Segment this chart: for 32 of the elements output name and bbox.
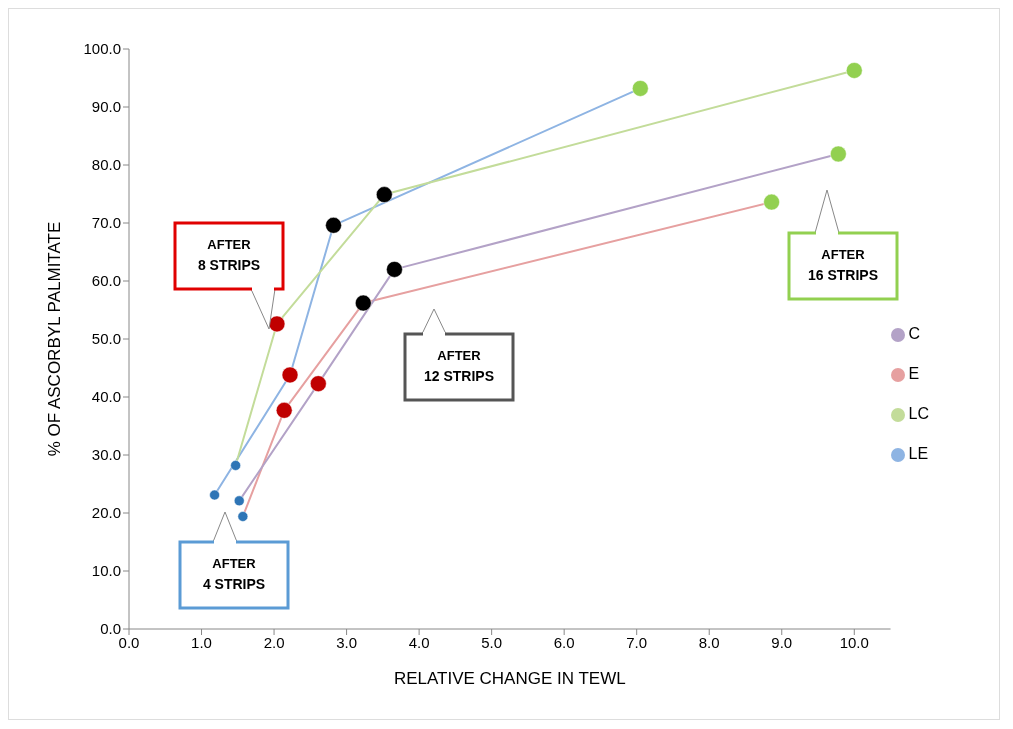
y-tick-label: 80.0 [91, 156, 121, 174]
x-tick-label: 9.0 [771, 633, 793, 651]
y-tick-label: 20.0 [91, 504, 121, 522]
x-tick-label: 2.0 [263, 633, 285, 651]
y-tick-label: 70.0 [91, 214, 121, 232]
y-tick-label: 30.0 [91, 446, 121, 464]
x-tick-label: 1.0 [191, 633, 212, 651]
annotation: AFTER 4 STRIPS [202, 556, 266, 592]
x-tick-label: 3.0 [336, 633, 358, 651]
x-tick-label: 7.0 [626, 633, 648, 651]
y-tick-label: 50.0 [91, 330, 121, 348]
legend-label: LC [908, 405, 929, 422]
x-tick-label: 8.0 [698, 633, 720, 651]
y-axis-title: % OF ASCORBYL PALMITATE [45, 221, 65, 457]
y-tick-label: 60.0 [91, 272, 121, 290]
x-tick-label: 5.0 [481, 633, 503, 651]
annotation: AFTER 8 STRIPS [197, 237, 261, 273]
x-tick-label: 10.0 [839, 633, 869, 651]
legend-label: LE [908, 445, 929, 462]
y-tick-label: 100.0 [83, 40, 121, 58]
y-tick-label: 0.0 [100, 620, 121, 638]
legend-label: C [908, 325, 921, 342]
y-tick-label: 90.0 [91, 98, 121, 116]
x-tick-label: 6.0 [553, 633, 575, 651]
annotation: AFTER 12 STRIPS [423, 348, 495, 384]
y-tick-label: 10.0 [91, 562, 121, 580]
x-tick-label: 0.0 [118, 633, 140, 651]
y-tick-label: 40.0 [91, 388, 121, 406]
annotation: AFTER 16 STRIPS [807, 247, 879, 283]
legend-label: E [908, 365, 920, 382]
x-tick-label: 4.0 [408, 633, 430, 651]
x-axis-title: RELATIVE CHANGE IN TEWL [393, 669, 626, 688]
